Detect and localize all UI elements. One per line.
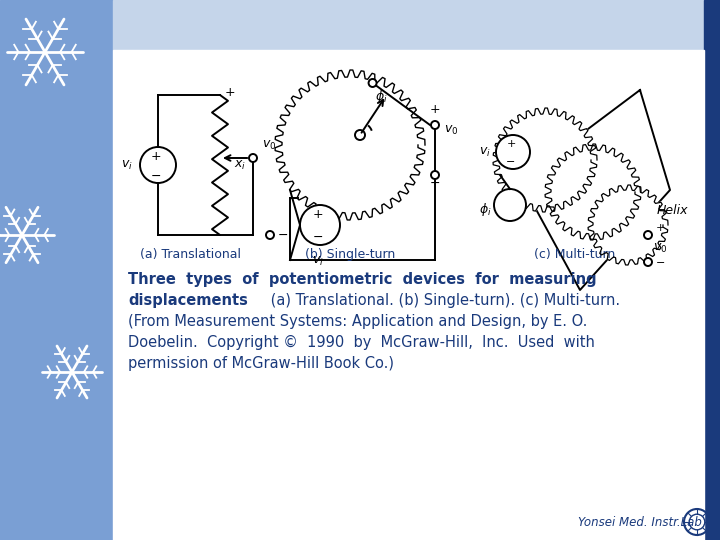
Text: $v_i$: $v_i$ <box>312 255 324 268</box>
Text: −: − <box>656 258 665 268</box>
Circle shape <box>431 171 439 179</box>
Polygon shape <box>588 185 668 265</box>
Text: Three  types  of  potentiometric  devices  for  measuring: Three types of potentiometric devices fo… <box>128 272 597 287</box>
Text: $v_i$: $v_i$ <box>121 158 133 172</box>
Circle shape <box>496 135 530 169</box>
Circle shape <box>140 147 176 183</box>
Circle shape <box>644 258 652 266</box>
Text: −: − <box>506 157 516 167</box>
Text: (From Measurement Systems: Application and Design, by E. O.: (From Measurement Systems: Application a… <box>128 314 588 329</box>
Text: $v_0$: $v_0$ <box>444 124 459 137</box>
Circle shape <box>431 121 439 129</box>
Circle shape <box>644 231 652 239</box>
Text: (a) Translational: (a) Translational <box>140 248 240 261</box>
Circle shape <box>300 205 340 245</box>
Text: +: + <box>150 150 161 163</box>
Text: +: + <box>656 223 665 233</box>
Circle shape <box>494 189 526 221</box>
Polygon shape <box>275 70 425 220</box>
Text: $x_i$: $x_i$ <box>234 158 246 172</box>
Polygon shape <box>493 108 597 212</box>
Text: −: − <box>150 170 161 183</box>
Bar <box>113 50 704 540</box>
Bar <box>704 0 720 540</box>
Text: Yonsei Med. Instr.Lab: Yonsei Med. Instr.Lab <box>578 516 702 529</box>
Text: (a) Translational. (b) Single-turn). (c) Multi-turn.: (a) Translational. (b) Single-turn). (c)… <box>266 293 620 308</box>
Text: $v_0$: $v_0$ <box>653 242 667 255</box>
Text: displacements: displacements <box>128 293 248 308</box>
Text: $v_0$: $v_0$ <box>262 139 276 152</box>
Circle shape <box>266 231 274 239</box>
Text: $\phi_i$: $\phi_i$ <box>480 201 492 219</box>
Text: Doebelin.  Copyright ©  1990  by  McGraw-Hill,  Inc.  Used  with: Doebelin. Copyright © 1990 by McGraw-Hil… <box>128 335 595 350</box>
Text: +: + <box>225 86 235 99</box>
Text: (b) Single-turn: (b) Single-turn <box>305 248 395 261</box>
Text: +: + <box>312 208 323 221</box>
Bar <box>0 0 113 540</box>
Text: $\phi_i$: $\phi_i$ <box>375 87 387 105</box>
Text: +: + <box>506 139 516 149</box>
Text: −: − <box>278 228 289 241</box>
Text: −: − <box>312 231 323 244</box>
Bar <box>113 0 720 50</box>
Text: $v_i$: $v_i$ <box>480 145 491 159</box>
Text: permission of McGraw-Hill Book Co.): permission of McGraw-Hill Book Co.) <box>128 356 394 371</box>
Text: Helix: Helix <box>657 204 688 217</box>
Circle shape <box>355 130 365 140</box>
Polygon shape <box>545 144 641 240</box>
Text: (c) Multi-turn: (c) Multi-turn <box>534 248 616 261</box>
Circle shape <box>369 79 377 87</box>
Text: −: − <box>430 177 440 190</box>
Circle shape <box>249 154 257 162</box>
Text: +: + <box>430 103 441 116</box>
